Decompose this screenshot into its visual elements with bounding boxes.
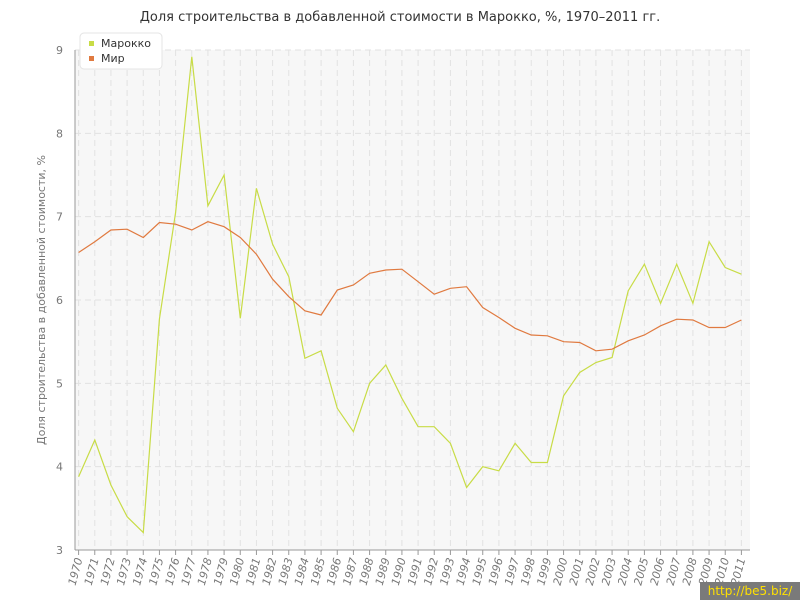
y-axis-label: Доля строительства в добавленной стоимос… [35,155,48,445]
y-tick-label: 4 [56,461,63,474]
legend-marker [89,41,94,46]
y-tick-label: 3 [56,544,63,557]
series-line-morocco [78,56,742,534]
legend: Марокко Мир [79,32,163,70]
legend-label: Марокко [101,37,151,50]
y-tick-label: 6 [56,294,63,307]
legend-marker [89,56,94,61]
y-tick-label: 8 [56,127,63,140]
y-tick-label: 5 [56,377,63,390]
series-line-world [78,221,742,352]
y-tick-label: 7 [56,211,63,224]
chart-title: Доля строительства в добавленной стоимос… [139,10,661,25]
watermark: http://be5.biz/ [700,582,800,600]
y-tick-label: 9 [56,44,63,57]
legend-box [79,32,163,70]
legend-label: Мир [101,52,125,65]
